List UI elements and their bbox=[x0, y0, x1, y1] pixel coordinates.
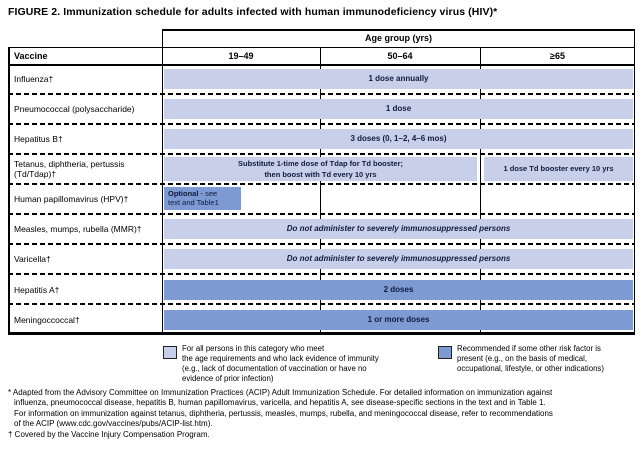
age-header-top-border bbox=[162, 29, 635, 31]
column-divider-1 bbox=[319, 47, 321, 333]
dose-bar: 1 or more doses bbox=[164, 310, 633, 330]
legend-swatch-for-all bbox=[163, 346, 177, 359]
age-column-50-64: 50–64 bbox=[387, 50, 413, 61]
age-group-header: Age group (yrs) bbox=[364, 33, 432, 43]
table-row-hpv: Human papillomavirus (HPV)† Optional - s… bbox=[8, 184, 635, 214]
row-separator bbox=[8, 273, 635, 275]
vaccine-label: Influenza† bbox=[14, 74, 54, 84]
dose-bar-19-64: Substitute 1-time dose of Tdap for Td bo… bbox=[164, 157, 477, 181]
vaccine-label: Measles, mumps, rubella (MMR)† bbox=[14, 224, 142, 234]
legend-swatch-risk-factor bbox=[438, 346, 452, 359]
row-separator bbox=[8, 92, 635, 95]
table-row-mmr: Measles, mumps, rubella (MMR)† Do not ad… bbox=[8, 214, 635, 244]
table-row-pneumococcal: Pneumococcal (polysaccharide) 1 dose bbox=[8, 94, 635, 124]
table-row-tetanus: Tetanus, diphtheria, pertussis (Td/Tdap)… bbox=[8, 154, 635, 184]
figure-title: FIGURE 2. Immunization schedule for adul… bbox=[8, 6, 498, 18]
row-separator bbox=[8, 242, 635, 245]
row-separator bbox=[8, 122, 635, 125]
table-row-hepatitis-a: Hepatitis A† 2 doses bbox=[8, 275, 635, 305]
row-separator bbox=[8, 212, 635, 215]
table-bottom-border bbox=[8, 332, 635, 335]
footnote-asterisk: * Adapted from the Advisory Committee on… bbox=[8, 388, 553, 429]
row-separator bbox=[8, 152, 635, 155]
vaccine-column-divider bbox=[161, 29, 163, 333]
row-separator bbox=[8, 182, 635, 185]
vaccine-label: Pneumococcal (polysaccharide) bbox=[14, 104, 135, 114]
table-row-varicella: Varicella† Do not administer to severely… bbox=[8, 244, 635, 274]
legend-text-risk-factor: Recommended if some other risk factor is… bbox=[457, 344, 604, 373]
column-divider-2 bbox=[479, 47, 481, 333]
legend-text-for-all: For all persons in this category who mee… bbox=[182, 344, 379, 383]
footnote-dagger: † Covered by the Vaccine Injury Compensa… bbox=[8, 429, 210, 439]
dose-bar-65plus: 1 dose Td booster every 10 yrs bbox=[484, 157, 633, 181]
table-row-hepatitis-b: Hepatitus B† 3 doses (0, 1–2, 4–6 mos) bbox=[8, 124, 635, 154]
vaccine-label: Human papillomavirus (HPV)† bbox=[14, 194, 129, 204]
vaccine-label: Tetanus, diphtheria, pertussis (Td/Tdap)… bbox=[14, 159, 125, 179]
optional-box: Optional - see text and Table1 bbox=[164, 187, 241, 210]
header-row-top-border bbox=[8, 46, 635, 48]
dose-bar: Do not administer to severely immunosupp… bbox=[164, 219, 633, 239]
age-column-19-49: 19–49 bbox=[228, 50, 254, 61]
footnotes: * Adapted from the Advisory Committee on… bbox=[8, 388, 640, 440]
dose-bar: 2 doses bbox=[164, 280, 633, 300]
dose-bar: 3 doses (0, 1–2, 4–6 mos) bbox=[164, 129, 633, 149]
dose-bar: 1 dose annually bbox=[164, 69, 633, 89]
optional-box-bold: Optional bbox=[168, 189, 199, 198]
vaccine-label: Hepatitis A† bbox=[14, 285, 60, 295]
dose-bar: 1 dose bbox=[164, 99, 633, 119]
vaccine-label: Hepatitus B† bbox=[14, 134, 63, 144]
age-column-65plus: ≥65 bbox=[550, 50, 565, 61]
table-row-meningococcal: Meningoccoccal† 1 or more doses bbox=[8, 305, 635, 335]
table-row-influenza: Influenza† 1 dose annually bbox=[8, 64, 635, 94]
header-row-bottom-border bbox=[8, 63, 635, 66]
vaccine-column-header: Vaccine bbox=[14, 50, 48, 61]
optional-box-rest: - see text and Table1 bbox=[168, 189, 219, 207]
vaccine-label: Meningoccoccal† bbox=[14, 315, 80, 325]
vaccine-label: Varicella† bbox=[14, 254, 51, 264]
row-separator bbox=[8, 303, 635, 305]
immunization-table: Age group (yrs) Vaccine 19–49 50–64 ≥65 … bbox=[8, 29, 635, 339]
table-left-border bbox=[8, 46, 10, 333]
table-right-border bbox=[633, 29, 635, 333]
dose-bar: Do not administer to severely immunosupp… bbox=[164, 249, 633, 269]
